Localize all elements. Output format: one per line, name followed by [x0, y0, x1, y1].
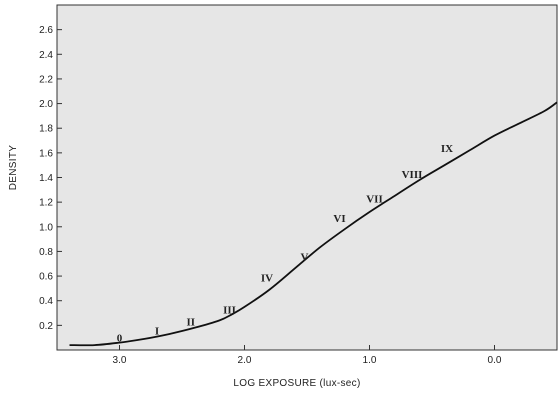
x-axis-ticks: 3.0 2.0 1.0 0.0	[113, 345, 502, 366]
zone-label: VIII	[402, 169, 423, 181]
x-tick-label: 0.0	[488, 355, 502, 366]
x-tick-label: 2.0	[238, 355, 252, 366]
y-tick-label: 0.4	[39, 296, 53, 307]
y-tick-label: 2.2	[39, 74, 53, 85]
y-tick-label: 0.2	[39, 321, 53, 332]
y-tick-label: 1.4	[39, 173, 53, 184]
zone-label: V	[301, 251, 309, 263]
zone-label: IX	[441, 143, 453, 155]
density-curve	[69, 101, 558, 347]
y-tick-label: 2.6	[39, 25, 53, 36]
zone-label: VII	[366, 193, 383, 205]
y-tick-label: 1.8	[39, 124, 53, 135]
y-tick-label: 0.6	[39, 272, 53, 283]
zone-label: III	[223, 304, 236, 316]
y-tick-label: 2.0	[39, 99, 53, 110]
zone-label: VI	[333, 213, 345, 225]
x-axis-title: LOG EXPOSURE (lux-sec)	[233, 378, 360, 389]
x-tick-label: 1.0	[363, 355, 377, 366]
plot-area	[56, 4, 558, 351]
zone-label: II	[186, 317, 195, 329]
y-axis-ticks: 0.2 0.4 0.6 0.8 1.0 1.2 1.4 1.6 1.8 2.0 2.2 2.4 2.6	[39, 25, 62, 332]
y-tick-label: 1.6	[39, 148, 53, 159]
zone-label: I	[155, 325, 159, 337]
x-tick-label: 3.0	[113, 355, 127, 366]
y-tick-label: 1.0	[39, 222, 53, 233]
y-tick-label: 0.8	[39, 247, 53, 258]
y-tick-label: 2.4	[39, 50, 53, 61]
zone-label: 0	[117, 333, 123, 345]
y-axis-title: DENSITY	[8, 145, 19, 190]
zone-label: IV	[261, 272, 273, 284]
y-tick-label: 1.2	[39, 198, 53, 209]
